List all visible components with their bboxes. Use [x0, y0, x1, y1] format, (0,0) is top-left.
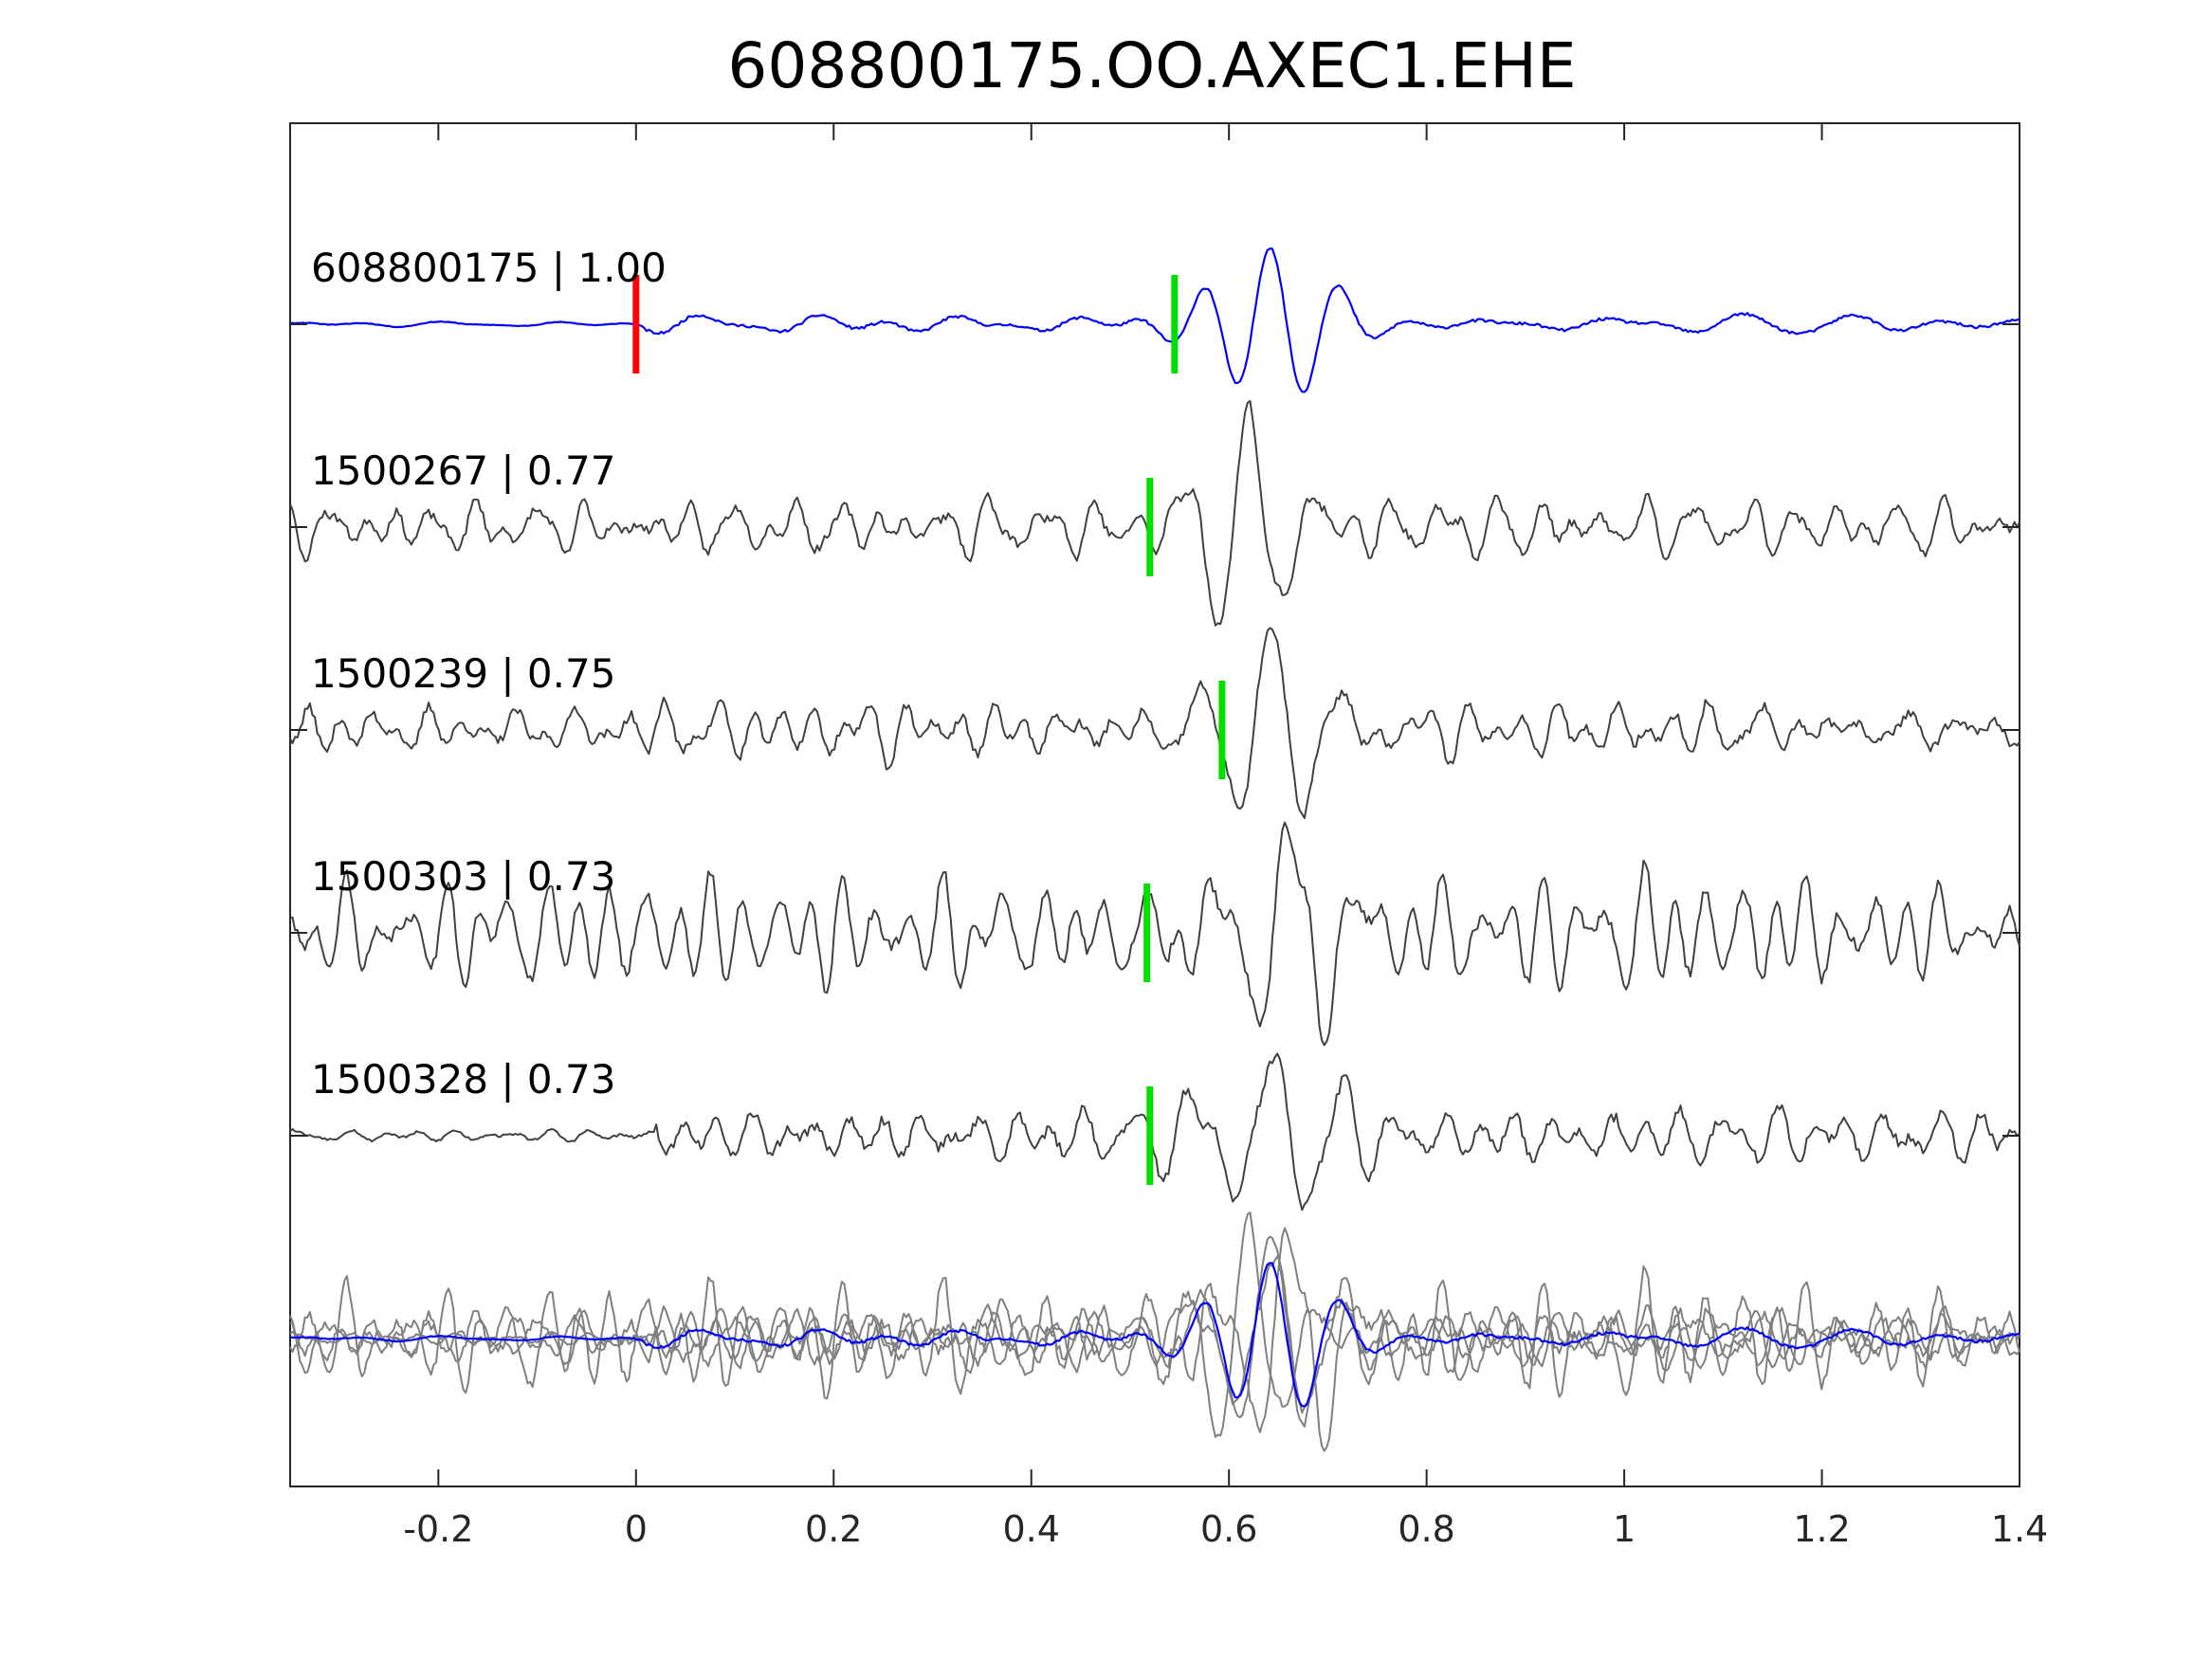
x-tick-label: 0.4 — [1002, 1508, 1059, 1550]
trace-3 — [289, 821, 2020, 1047]
trace-0 — [289, 247, 2020, 393]
x-tick-label: 0.6 — [1200, 1508, 1257, 1550]
trace-label-3: 1500303 | 0.73 — [311, 853, 615, 900]
overlay-trace-3 — [289, 1227, 2020, 1452]
x-tick-label: 1.4 — [1991, 1508, 2048, 1550]
x-tick-label: 0 — [625, 1508, 648, 1550]
trace-label-4: 1500328 | 0.73 — [311, 1056, 615, 1103]
trace-label-0: 608800175 | 1.00 — [311, 245, 667, 291]
trace-1 — [289, 400, 2020, 627]
x-tick-label: -0.2 — [403, 1508, 473, 1550]
picks-group — [632, 275, 1226, 1185]
x-tick-label: 0.2 — [805, 1508, 862, 1550]
traces-group — [289, 247, 2020, 1212]
x-tick-label: 0.8 — [1398, 1508, 1454, 1550]
trace-label-2: 1500239 | 0.75 — [311, 650, 615, 697]
x-tick-label: 1.2 — [1793, 1508, 1850, 1550]
x-tick-label: 1 — [1613, 1508, 1636, 1550]
trace-labels-group: 608800175 | 1.00 1500267 | 0.77 1500239 | … — [311, 245, 667, 1103]
chart-title: 608800175.OO.AXEC1.EHE — [727, 29, 1576, 102]
x-axis: -0.2 0 0.2 0.4 0.6 0.8 1 1.2 1.4 — [290, 123, 2048, 1550]
overlay-stack — [289, 1212, 2020, 1452]
overlay-trace-1 — [289, 1212, 2020, 1438]
trace-4 — [289, 1052, 2020, 1212]
overlay-trace-reference — [289, 1262, 2020, 1408]
trace-2 — [289, 627, 2020, 819]
trace-label-1: 1500267 | 0.77 — [311, 447, 615, 494]
plot-frame — [289, 122, 2020, 1487]
